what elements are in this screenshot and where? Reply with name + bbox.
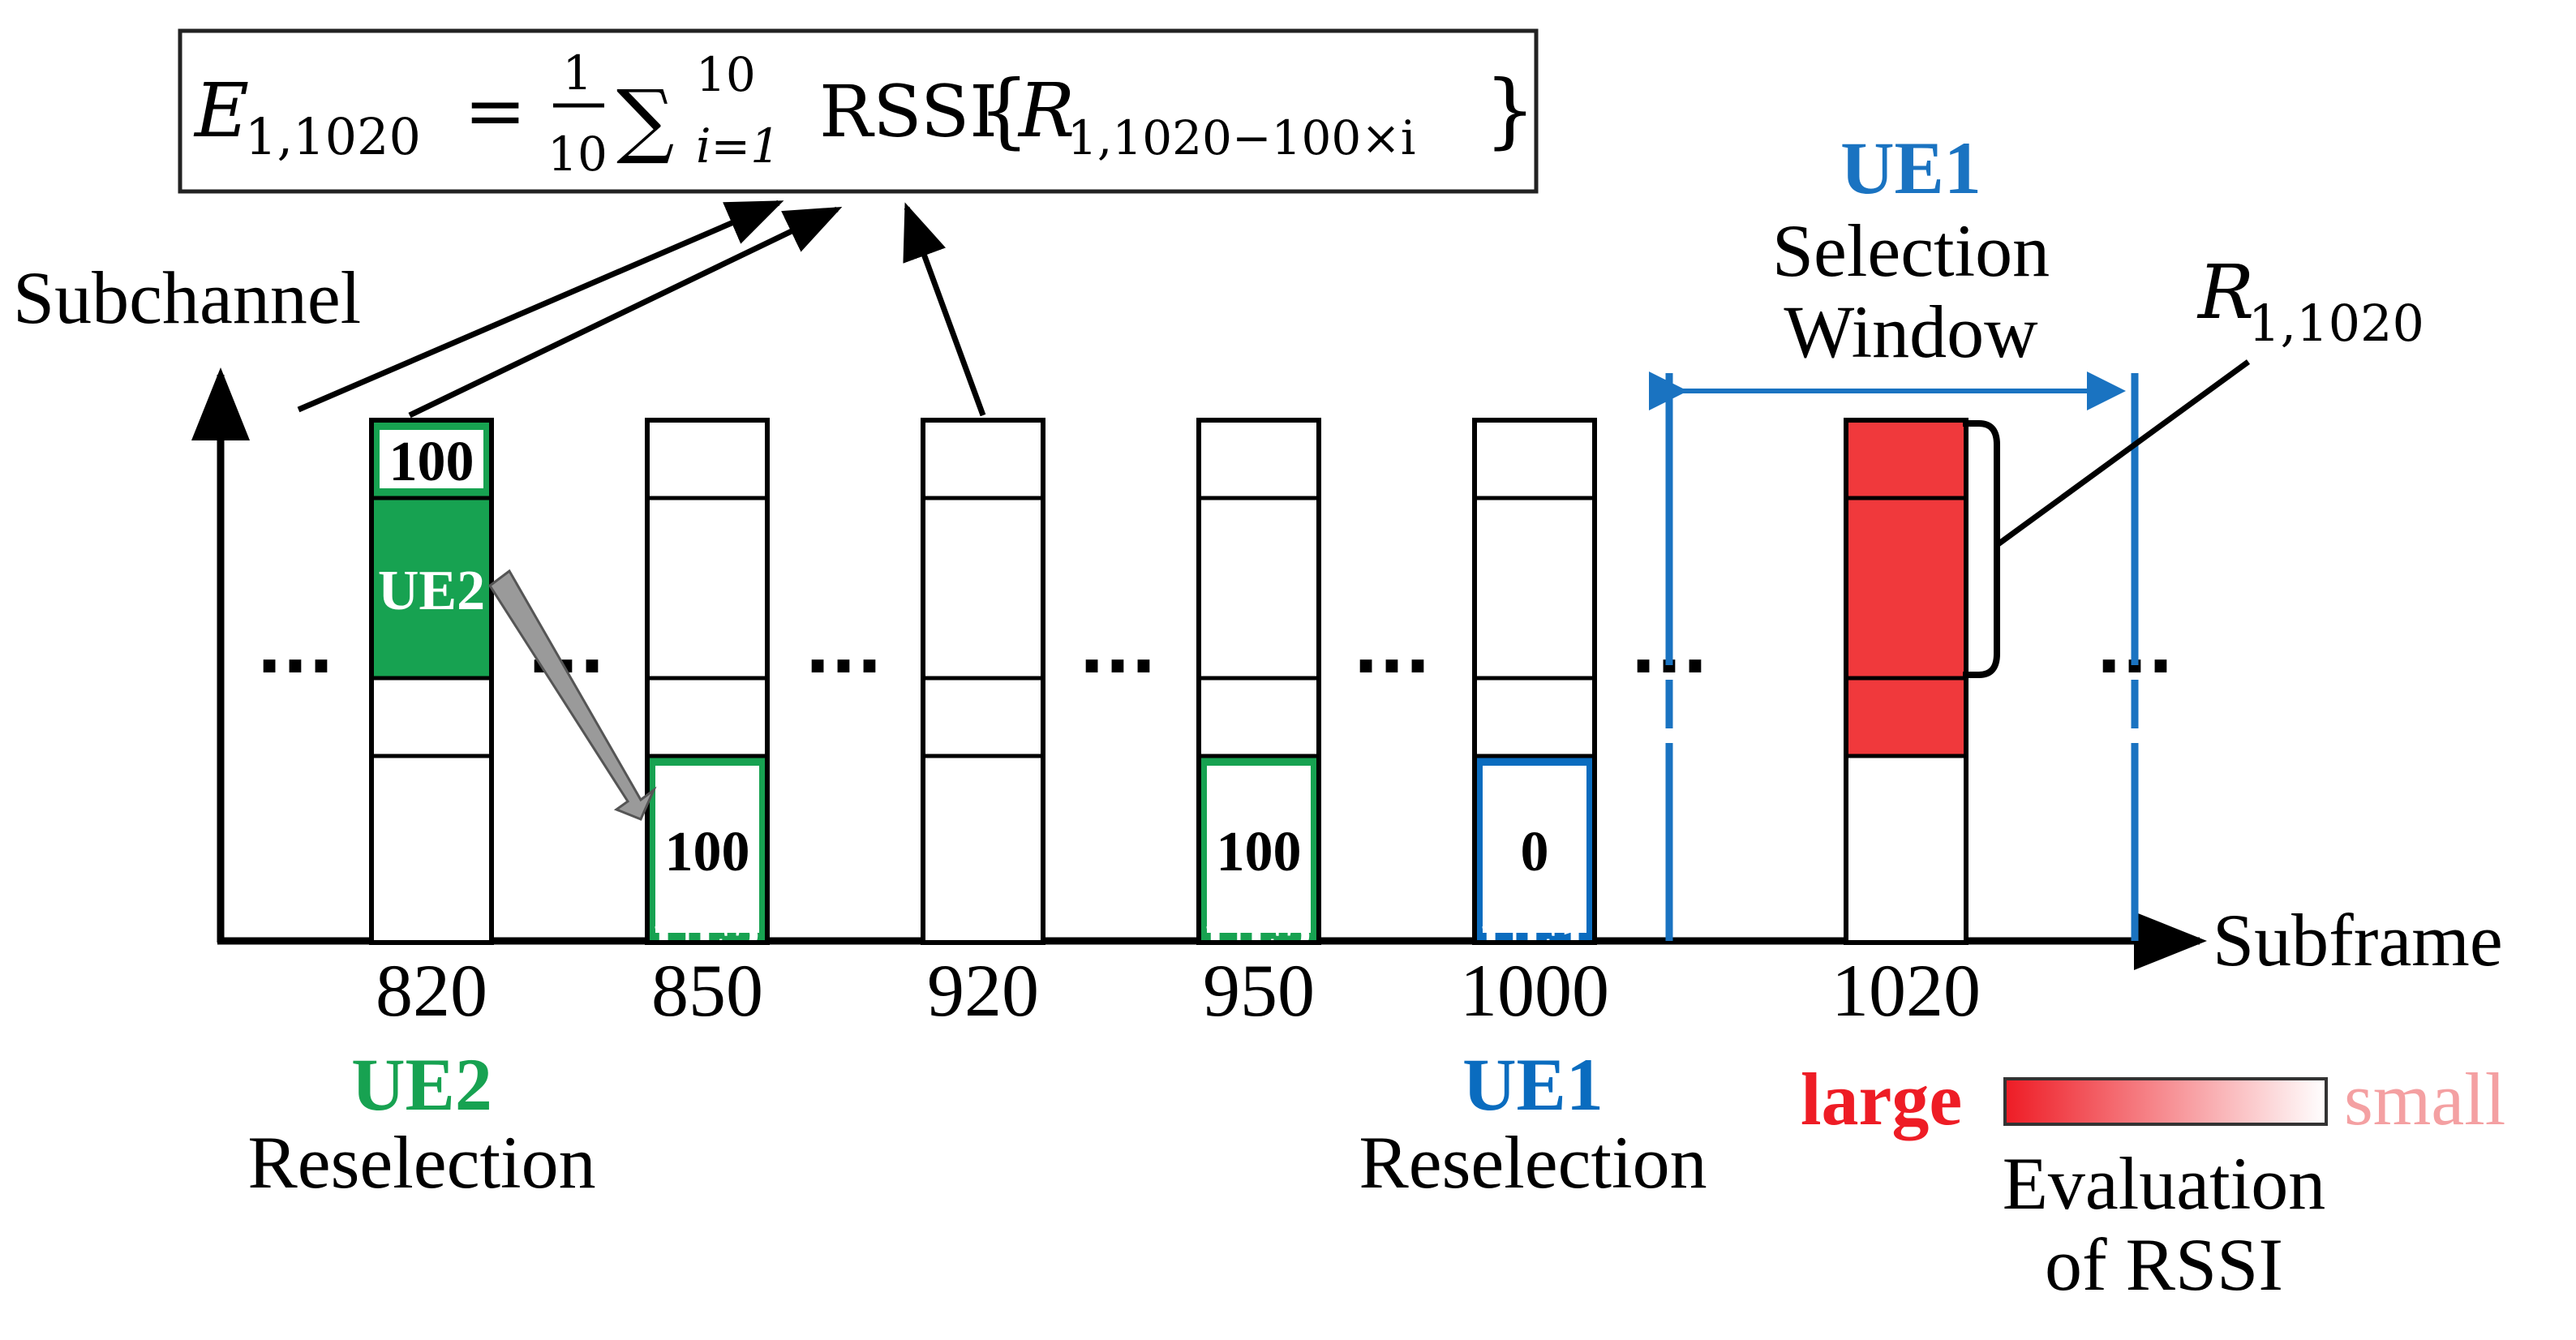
window-line1: Selection xyxy=(1772,209,2050,292)
column-820: 100 UE2 820 xyxy=(369,418,494,1032)
resource-pointer xyxy=(1994,359,2251,548)
column-outline-820 xyxy=(369,418,494,945)
legend-large-label: large xyxy=(1801,1058,1962,1140)
ue1-reselection-name: UE1 xyxy=(1462,1043,1604,1126)
cell-red-1020-1 xyxy=(1846,498,1966,678)
cell-ue-label-820: UE2 xyxy=(378,560,485,622)
formula-frac-num: 1 xyxy=(563,45,593,101)
cell-ue-820 xyxy=(371,498,492,678)
cell-red-1020-0 xyxy=(1846,420,1966,498)
column-outline-850 xyxy=(645,418,770,945)
ellipsis-2: ··· xyxy=(805,626,882,706)
subframe-label-820: 820 xyxy=(376,949,487,1032)
window-line2: Window xyxy=(1784,290,2038,373)
subframe-label-1020: 1020 xyxy=(1831,949,1981,1032)
cell-ue-label-950: UE2 xyxy=(1205,914,1312,977)
ellipsis-0: ··· xyxy=(256,626,334,706)
formula-lbrace: { xyxy=(978,62,1030,157)
cell-top-inner-820 xyxy=(380,430,483,488)
cell-top-inner-850 xyxy=(655,766,759,933)
formula-equals: = xyxy=(464,67,526,154)
column-920: 920 xyxy=(921,418,1045,1032)
cell-ue-label-1000: UE1 xyxy=(1481,914,1588,977)
arrow-820-to-formula-a xyxy=(297,200,784,413)
ellipsis-4: ··· xyxy=(1353,626,1431,706)
column-outline-1000 xyxy=(1472,418,1597,945)
y-axis-label: Subchannel xyxy=(13,256,361,339)
ellipsis-3: ··· xyxy=(1079,626,1157,706)
formula-lhs-sub: 1,1020 xyxy=(245,107,421,166)
selection-window: UE1 Selection Window xyxy=(1649,127,2139,941)
formula-arg-sub: 1,1020−100×i xyxy=(1067,110,1415,165)
subframe-label-1000: 1000 xyxy=(1460,949,1609,1032)
formula-sigma: ∑ xyxy=(616,72,674,167)
ue2-reselection-arrow xyxy=(487,569,657,821)
column-outline-1020 xyxy=(1844,418,1968,945)
formula-arg: R xyxy=(1017,67,1075,154)
arrow-820-to-formula-b xyxy=(408,206,843,419)
cell-value-950: 100 xyxy=(1217,821,1302,883)
column-1020: 1020 xyxy=(1831,418,1981,1032)
column-outline-920 xyxy=(921,418,1045,945)
subframe-label-850: 850 xyxy=(651,949,763,1032)
cell-top-inner-950 xyxy=(1207,766,1311,933)
x-axis-label: Subframe xyxy=(2213,899,2503,981)
cell-value-820: 100 xyxy=(389,431,474,493)
ue1-reselection-action: Reselection xyxy=(1359,1121,1707,1204)
formula-rbrace: } xyxy=(1484,62,1536,157)
cell-value-1000: 0 xyxy=(1521,821,1549,883)
resource-label: R xyxy=(2196,249,2254,336)
formula-box xyxy=(178,28,1539,194)
formula-sum-upper: 10 xyxy=(696,47,756,102)
ue2-reselection-action: Reselection xyxy=(247,1121,595,1204)
legend-caption-line1: Evaluation xyxy=(2003,1142,2326,1225)
formula-frac-den: 10 xyxy=(547,127,608,182)
column-bg-920 xyxy=(923,420,1043,943)
formula-sum-lower: i=1 xyxy=(696,118,780,174)
legend-gradient-bar xyxy=(2003,1077,2328,1126)
formula: E 1,1020 = 1 10 ∑ 10 i=1 RSSI { R 1,1020… xyxy=(193,45,1536,182)
window-ue-label: UE1 xyxy=(1840,127,1981,209)
formula-lhs: E xyxy=(193,67,249,154)
resource-bracket xyxy=(1963,420,2000,678)
legend-small-label: small xyxy=(2344,1058,2505,1140)
column-outline-950 xyxy=(1196,418,1321,945)
subframe-label-950: 950 xyxy=(1203,949,1315,1032)
cell-ue-label-850: UE2 xyxy=(654,914,761,977)
formula-func: RSSI xyxy=(819,70,998,153)
rssi-legend: large small Evaluation of RSSI xyxy=(1801,1058,2505,1306)
cell-value-850: 100 xyxy=(665,821,750,883)
legend-caption-line2: of RSSI xyxy=(2045,1223,2283,1306)
cell-red-1020-2 xyxy=(1846,678,1966,756)
arrow-920-to-formula xyxy=(903,202,986,417)
resource-label-sub: 1,1020 xyxy=(2248,294,2424,353)
cell-top-inner-1000 xyxy=(1483,766,1586,933)
subframe-label-920: 920 xyxy=(927,949,1039,1032)
ue2-reselection-name: UE2 xyxy=(351,1043,492,1126)
